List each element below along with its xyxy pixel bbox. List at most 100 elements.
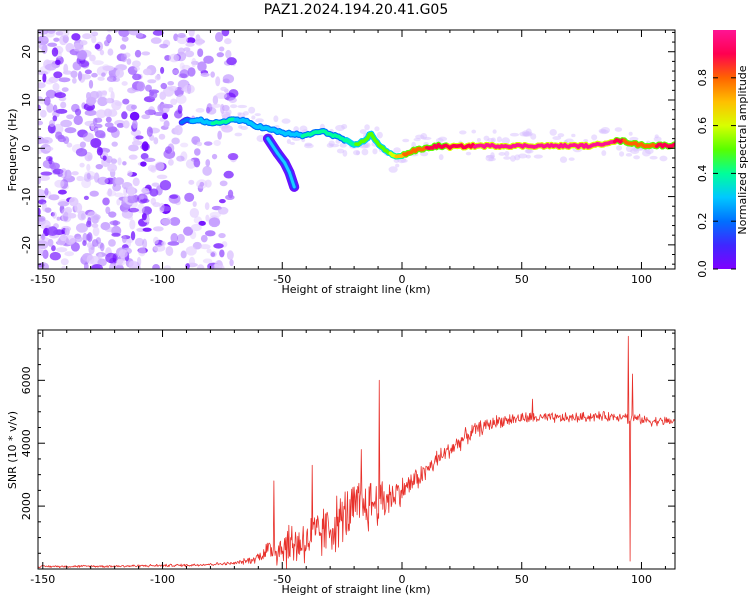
halo-blob bbox=[402, 138, 410, 143]
noise-blob bbox=[63, 63, 69, 74]
noise-blob bbox=[191, 57, 197, 68]
noise-blob bbox=[228, 89, 239, 98]
noise-blob bbox=[128, 260, 139, 269]
noise-blob bbox=[121, 111, 128, 120]
noise-blob bbox=[202, 165, 212, 176]
noise-blob bbox=[63, 211, 69, 222]
noise-blob bbox=[197, 48, 204, 58]
noise-blob bbox=[105, 35, 112, 42]
halo-blob bbox=[304, 143, 314, 149]
noise-blob bbox=[165, 246, 174, 257]
noise-blob bbox=[75, 236, 83, 243]
x-tick-label: 50 bbox=[515, 573, 529, 586]
noise-blob bbox=[80, 61, 90, 69]
noise-blob bbox=[185, 158, 197, 169]
noise-blob bbox=[104, 122, 114, 128]
noise-blob bbox=[103, 108, 113, 117]
noise-blob bbox=[169, 217, 181, 226]
noise-blob bbox=[213, 139, 221, 147]
noise-blob bbox=[102, 197, 110, 206]
noise-blob bbox=[105, 252, 117, 264]
noise-blob bbox=[160, 66, 165, 74]
noise-blob bbox=[106, 190, 117, 197]
ridge-branch-segment bbox=[287, 170, 296, 189]
noise-blob bbox=[163, 120, 170, 128]
noise-blob bbox=[205, 106, 211, 114]
noise-blob bbox=[170, 98, 178, 106]
noise-blob bbox=[141, 213, 147, 221]
noise-blob bbox=[179, 69, 190, 79]
colorbar-tick-label: 0.4 bbox=[696, 165, 709, 183]
noise-blob bbox=[70, 70, 78, 78]
noise-blob bbox=[115, 264, 124, 269]
noise-blob bbox=[47, 226, 58, 237]
noise-blob bbox=[66, 142, 73, 148]
x-tick-label: 0 bbox=[399, 573, 406, 586]
noise-blob bbox=[144, 109, 157, 116]
colorbar-tick-label: 0.2 bbox=[696, 212, 709, 230]
noise-blob bbox=[48, 119, 56, 128]
noise-blob bbox=[162, 107, 169, 112]
x-tick-label: -100 bbox=[150, 573, 175, 586]
noise-blob bbox=[199, 244, 211, 250]
noise-blob bbox=[89, 190, 99, 197]
noise-blob bbox=[54, 92, 67, 99]
y-tick-label: 2000 bbox=[20, 492, 33, 520]
noise-blob bbox=[147, 79, 157, 84]
noise-blob bbox=[42, 36, 49, 42]
noise-blob bbox=[188, 256, 196, 268]
noise-blob bbox=[154, 161, 165, 171]
noise-blob bbox=[107, 163, 118, 173]
noise-blob bbox=[153, 111, 165, 117]
halo-blob bbox=[549, 128, 557, 136]
noise-blob bbox=[185, 42, 195, 47]
noise-blob bbox=[75, 223, 88, 233]
noise-blob bbox=[194, 148, 201, 156]
halo-blob bbox=[633, 155, 640, 160]
ridge-branch-segment bbox=[283, 161, 291, 174]
x-tick-label: -50 bbox=[273, 573, 291, 586]
noise-blob bbox=[204, 230, 216, 237]
noise-blob bbox=[82, 240, 87, 246]
noise-blob bbox=[163, 265, 171, 269]
noise-blob bbox=[186, 37, 196, 44]
noise-blob bbox=[44, 187, 49, 196]
noise-blob bbox=[64, 169, 72, 179]
noise-blob bbox=[122, 196, 129, 202]
noise-blob bbox=[203, 55, 214, 64]
noise-blob bbox=[40, 171, 53, 176]
x-tick-label: 100 bbox=[631, 273, 652, 286]
noise-blob bbox=[211, 103, 222, 108]
noise-blob bbox=[38, 70, 49, 76]
halo-blob bbox=[614, 127, 623, 132]
noise-blob bbox=[224, 38, 232, 45]
noise-blob bbox=[141, 114, 151, 120]
noise-blob bbox=[141, 51, 151, 56]
noise-blob bbox=[109, 262, 117, 269]
noise-blob bbox=[112, 183, 122, 192]
noise-blob bbox=[118, 30, 130, 37]
halo-blob bbox=[488, 157, 496, 162]
halo-blob bbox=[568, 157, 575, 161]
noise-blob bbox=[204, 179, 212, 188]
noise-blob bbox=[167, 80, 175, 86]
noise-blob bbox=[188, 179, 195, 185]
snr-x-label: Height of straight line (km) bbox=[281, 583, 430, 596]
noise-blob bbox=[90, 138, 102, 149]
noise-blob bbox=[159, 179, 172, 191]
noise-blob bbox=[183, 47, 191, 52]
noise-blob bbox=[82, 232, 88, 243]
colorbar: 0.0 0.2 0.4 0.6 0.8 Normalized spectral ampl… bbox=[696, 30, 749, 278]
noise-blob bbox=[218, 232, 226, 239]
noise-blob bbox=[154, 74, 161, 81]
y-tick-label: 4000 bbox=[20, 429, 33, 457]
noise-blob bbox=[162, 104, 174, 109]
noise-blob bbox=[216, 52, 225, 58]
halo-blob bbox=[341, 124, 348, 130]
noise-blob bbox=[196, 264, 205, 269]
noise-blob bbox=[99, 242, 105, 252]
noise-blob bbox=[38, 177, 41, 185]
noise-blob bbox=[61, 87, 69, 92]
noise-blob bbox=[57, 189, 67, 195]
halo-blob bbox=[649, 155, 658, 160]
